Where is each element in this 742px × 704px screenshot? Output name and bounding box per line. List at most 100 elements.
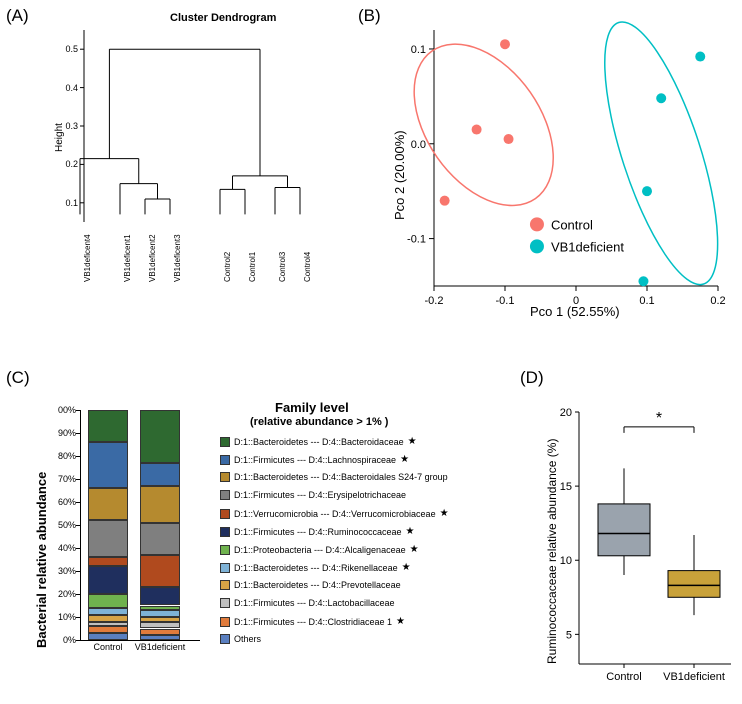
stacked-bar-segment <box>140 463 180 486</box>
pcoa-ellipse <box>582 20 730 296</box>
stacked-bar-xtick: VB1deficient <box>132 642 188 652</box>
pcoa-point <box>440 196 450 206</box>
family-legend-row: Others <box>220 634 261 644</box>
pcoa-point <box>472 125 482 135</box>
pcoa-point <box>656 93 666 103</box>
dendrogram-leaf-label: VB1deficent3 <box>173 234 182 282</box>
stacked-bar-ytick: 20% <box>52 589 76 599</box>
family-legend-label: D:1::Bacteroidetes --- D:4::Rikenellacea… <box>234 563 398 573</box>
stacked-bar-ytick: 80% <box>52 451 76 461</box>
family-legend-row: D:1::Proteobacteria --- D:4::Alcaligenac… <box>220 544 419 555</box>
pcoa-y-axis-label: Pco 2 (20.00%) <box>392 130 407 220</box>
family-legend-label: D:1::Firmicutes --- D:4::Ruminococcaceae <box>234 527 402 537</box>
family-legend-swatch <box>220 490 230 500</box>
family-legend-label: D:1::Bacteroidetes --- D:4::Prevotellace… <box>234 580 401 590</box>
stacked-bar-ytick: 10% <box>52 612 76 622</box>
stacked-bar-segment <box>88 557 128 566</box>
significance-star-icon: ★ <box>396 616 405 627</box>
stacked-bar-segment <box>88 488 128 520</box>
stacked-bar-y-axis-label: Bacterial relative abundance <box>34 472 49 648</box>
pcoa-ytick: -0.1 <box>407 234 426 246</box>
family-legend-row: D:1::Bacteroidetes --- D:4::Bacteroidace… <box>220 436 417 447</box>
dendrogram-leaf-label: VB1deficent2 <box>148 234 157 282</box>
stacked-bar-segment <box>140 635 180 640</box>
family-legend-swatch <box>220 598 230 608</box>
stacked-bar-segment <box>140 622 180 629</box>
family-legend-row: D:1::Firmicutes --- D:4::Lachnospiraceae… <box>220 454 409 465</box>
dendrogram-leaf-label: Control4 <box>303 252 312 282</box>
stacked-bar-yaxis <box>80 410 81 640</box>
family-legend-title: Family level <box>275 400 349 415</box>
pcoa-legend-swatch <box>530 217 544 231</box>
pcoa-legend-label: Control <box>551 217 593 232</box>
boxplot-xtick: VB1deficient <box>663 671 725 683</box>
stacked-bar-ytick: 0% <box>52 635 76 645</box>
family-legend-subtitle: (relative abundance > 1% ) <box>250 416 388 428</box>
family-legend-row: D:1::Firmicutes --- D:4::Lactobacillacea… <box>220 598 395 608</box>
boxplot-box <box>668 571 720 598</box>
family-legend-label: Others <box>234 634 261 644</box>
panel-label-b: (B) <box>358 6 381 26</box>
significance-star-icon: ★ <box>406 526 415 537</box>
stacked-bar-ytick: 30% <box>52 566 76 576</box>
stacked-bar-ytick: 00% <box>52 405 76 415</box>
family-legend-label: D:1::Bacteroidetes --- D:4::Bacteroidale… <box>234 472 448 482</box>
panel-label-c: (C) <box>6 368 30 388</box>
dendrogram-svg <box>50 12 340 322</box>
stacked-bar-ytick: 40% <box>52 543 76 553</box>
boxplot-ytick: 20 <box>560 407 572 419</box>
stacked-bar-segment <box>140 629 180 636</box>
family-legend-swatch <box>220 455 230 465</box>
stacked-bar-segment <box>88 615 128 622</box>
pcoa-ytick: 0.0 <box>411 139 426 151</box>
significance-star-icon: ★ <box>410 544 419 555</box>
panel-label-a: (A) <box>6 6 29 26</box>
dendrogram-leaf-label: Control3 <box>278 252 287 282</box>
family-legend-row: D:1::Firmicutes --- D:4::Erysipelotricha… <box>220 490 406 500</box>
pcoa-xtick: 0.1 <box>639 295 654 307</box>
stacked-bar-segment <box>140 523 180 555</box>
significance-star-icon: ★ <box>402 562 411 573</box>
pcoa-svg: -0.2-0.100.10.2-0.10.00.1ControlVB1defic… <box>390 20 730 325</box>
pcoa-x-axis-label: Pco 1 (52.55%) <box>530 304 620 319</box>
boxplot-ytick: 5 <box>566 629 572 641</box>
stacked-bar-segment <box>88 566 128 594</box>
dendrogram-ytick: 0.4 <box>58 83 78 93</box>
significance-star-icon: ★ <box>440 508 449 519</box>
stacked-bar-segment <box>88 410 128 442</box>
stacked-bar-segment <box>88 520 128 557</box>
family-legend-label: D:1::Bacteroidetes --- D:4::Bacteroidace… <box>234 437 404 447</box>
stacked-bar-segment <box>88 442 128 488</box>
dendrogram-ytick: 0.1 <box>58 198 78 208</box>
pcoa-legend-swatch <box>530 239 544 253</box>
family-legend-swatch <box>220 472 230 482</box>
family-legend-row: D:1::Bacteroidetes --- D:4::Bacteroidale… <box>220 472 448 482</box>
pcoa-panel: -0.2-0.100.10.2-0.10.00.1ControlVB1defic… <box>390 20 730 325</box>
pcoa-xtick: 0.2 <box>710 295 725 307</box>
boxplot-ytick: 10 <box>560 555 572 567</box>
boxplot-xtick: Control <box>606 671 641 683</box>
significance-star-icon: ★ <box>408 436 417 447</box>
stacked-bar-ytick: 50% <box>52 520 76 530</box>
pcoa-point <box>500 39 510 49</box>
dendrogram-leaf-label: Control1 <box>248 252 257 282</box>
family-legend-swatch <box>220 634 230 644</box>
stacked-bar-segment <box>88 626 128 633</box>
family-legend-label: D:1::Firmicutes --- D:4::Erysipelotricha… <box>234 490 406 500</box>
pcoa-xtick: -0.2 <box>425 295 444 307</box>
family-legend-label: D:1::Firmicutes --- D:4::Clostridiaceae … <box>234 617 392 627</box>
family-legend-row: D:1::Bacteroidetes --- D:4::Rikenellacea… <box>220 562 411 573</box>
stacked-bar-segment <box>140 410 180 463</box>
dendrogram-ytick: 0.2 <box>58 159 78 169</box>
dendrogram-leaf-label: VB1deficent4 <box>83 234 92 282</box>
boxplot-box <box>598 504 650 556</box>
family-legend-label: D:1::Firmicutes --- D:4::Lactobacillacea… <box>234 598 395 608</box>
pcoa-legend-label: VB1deficient <box>551 239 624 254</box>
stacked-bar-ytick: 90% <box>52 428 76 438</box>
dendrogram-leaf-label: VB1deficent1 <box>123 234 132 282</box>
stacked-bar-ytick: 70% <box>52 474 76 484</box>
stacked-bar-segment <box>88 594 128 608</box>
stacked-bar-segment <box>140 610 180 617</box>
family-legend-label: D:1::Proteobacteria --- D:4::Alcaligenac… <box>234 545 406 555</box>
stacked-bar-ytick: 60% <box>52 497 76 507</box>
